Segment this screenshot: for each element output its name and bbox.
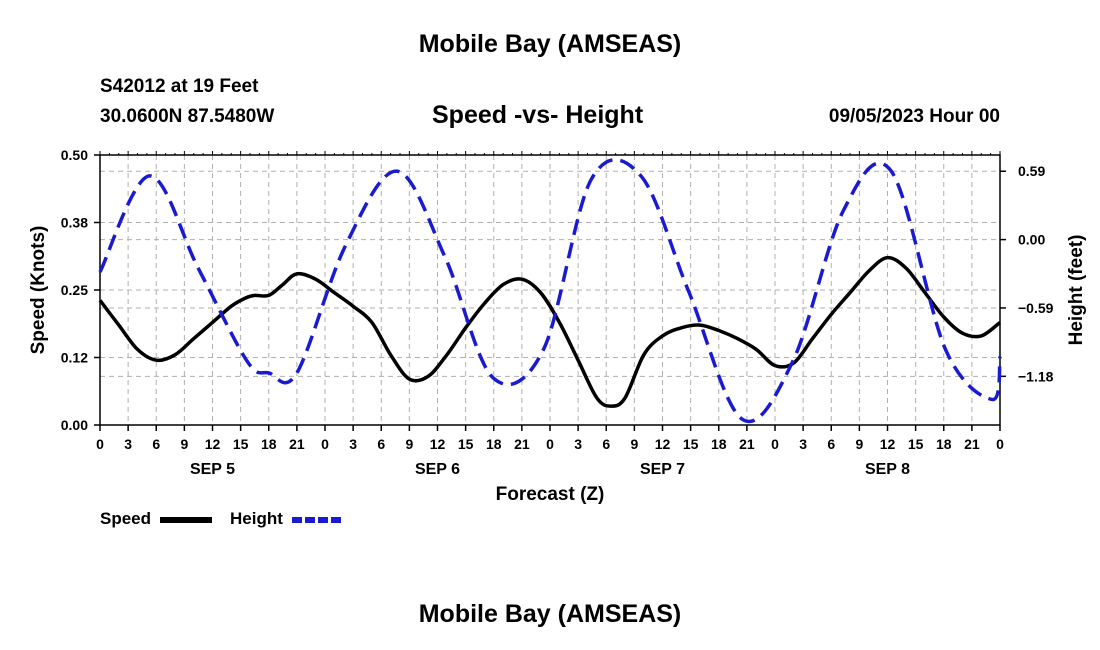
x-tick-label: 15 [908, 436, 924, 452]
day-label: SEP 7 [640, 461, 685, 478]
x-tick-label: 9 [630, 436, 638, 452]
day-label: SEP 6 [415, 461, 460, 478]
x-tick-label: 3 [799, 436, 807, 452]
x-tick-label: 21 [289, 436, 305, 452]
x-tick-label: 21 [514, 436, 530, 452]
chart-subtitle: Speed -vs- Height [432, 101, 644, 129]
x-tick-label: 15 [683, 436, 699, 452]
x-tick-label: 6 [602, 436, 610, 452]
x-tick-label: 15 [233, 436, 249, 452]
x-tick-label: 9 [180, 436, 188, 452]
footer-title: Mobile Bay (AMSEAS) [418, 600, 682, 628]
x-tick-label: 0 [96, 436, 104, 452]
forecast-datetime: 09/05/2023 Hour 00 [828, 106, 1000, 127]
x-tick-label: 3 [574, 436, 582, 452]
x-tick-label: 9 [855, 436, 863, 452]
x-tick-label: 15 [458, 436, 474, 452]
y-left-tick-label: 0.38 [61, 215, 88, 231]
y-left-axis-title: Speed (Knots) [28, 226, 49, 355]
y-right-tick-label: −1.18 [1018, 368, 1054, 384]
y-left-tick-label: 0.12 [61, 350, 88, 366]
axes: 0 3 6 9 12 15 18 21 0 3 6 9 12 15 18 21 0 3 6 9 12 15 18 21 0 3 6 9… [28, 147, 1087, 505]
x-tick-label: 18 [936, 436, 952, 452]
day-label: SEP 5 [190, 461, 235, 478]
x-tick-label: 0 [546, 436, 554, 452]
y-left-tick-label: 0.25 [61, 282, 88, 298]
x-tick-label: 3 [349, 436, 357, 452]
x-tick-label: 6 [377, 436, 385, 452]
x-tick-label: 12 [880, 436, 896, 452]
x-tick-label: 18 [486, 436, 502, 452]
x-tick-label: 6 [827, 436, 835, 452]
y-left-tick-label: 0.50 [61, 147, 88, 163]
station-label: S42012 at 19 Feet [100, 76, 259, 97]
y-left-tick-label: 0.00 [61, 417, 88, 433]
x-tick-label: 21 [964, 436, 980, 452]
speed-series-line [98, 255, 1002, 408]
y-right-tick-label: 0.59 [1018, 163, 1045, 179]
x-axis-title: Forecast (Z) [496, 484, 605, 505]
coordinates-label: 30.0600N 87.5480W [100, 106, 275, 127]
legend-speed-label: Speed [100, 509, 152, 528]
x-tick-label: 21 [739, 436, 755, 452]
y-right-tick-label: 0.00 [1018, 232, 1045, 248]
y-right-axis-title: Height (feet) [1066, 235, 1087, 346]
x-tick-label: 0 [996, 436, 1004, 452]
x-tick-label: 12 [205, 436, 221, 452]
day-label: SEP 8 [865, 461, 910, 478]
x-tick-label: 0 [321, 436, 329, 452]
height-series-line [98, 158, 1002, 424]
x-tick-label: 9 [405, 436, 413, 452]
y-right-tick-label: −0.59 [1018, 300, 1054, 316]
x-tick-label: 12 [655, 436, 671, 452]
legend-height-label: Height [230, 509, 283, 528]
x-tick-label: 18 [261, 436, 277, 452]
x-tick-label: 3 [124, 436, 132, 452]
x-tick-label: 6 [152, 436, 160, 452]
grid [100, 155, 1000, 425]
x-tick-label: 0 [771, 436, 779, 452]
chart-title: Mobile Bay (AMSEAS) [418, 30, 682, 58]
x-tick-label: 12 [430, 436, 446, 452]
x-tick-label: 18 [711, 436, 727, 452]
series [98, 158, 1002, 424]
